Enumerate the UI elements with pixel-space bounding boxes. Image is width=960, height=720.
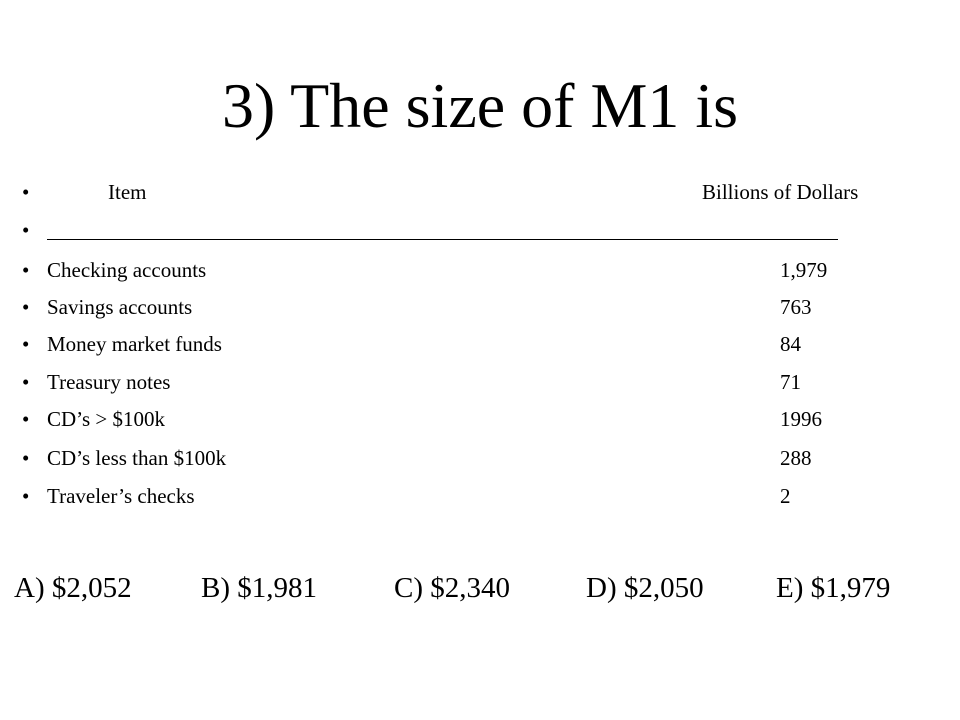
answer-c: C) $2,340	[394, 572, 510, 604]
answer-a: A) $2,052	[14, 572, 132, 604]
header-item: Item	[108, 180, 147, 204]
row-label: CD’s less than $100k	[47, 446, 227, 470]
row-label: Money market funds	[47, 332, 222, 356]
bullet: •	[22, 258, 30, 282]
row-label: Savings accounts	[47, 295, 193, 319]
header-value: Billions of Dollars	[702, 180, 859, 204]
bullet: •	[22, 295, 30, 319]
table-row: • CD’s less than $100k 288	[0, 443, 960, 473]
row-label: Treasury notes	[47, 370, 171, 394]
row-label: Checking accounts	[47, 258, 207, 282]
answer-choices: A) $2,052 B) $1,981 C) $2,340 D) $2,050 …	[0, 568, 960, 608]
table-row: • Traveler’s checks 2	[0, 481, 960, 511]
bullet: •	[22, 218, 30, 242]
answer-d: D) $2,050	[586, 572, 704, 604]
row-label: CD’s > $100k	[47, 407, 166, 431]
row-value: 2	[780, 484, 791, 508]
header-rule	[47, 239, 838, 240]
bullet: •	[22, 407, 30, 431]
row-value: 763	[780, 295, 812, 319]
row-value: 71	[780, 370, 801, 394]
rule-row: •	[0, 215, 960, 245]
table-row: • Savings accounts 763	[0, 292, 960, 322]
table-row: • Treasury notes 71	[0, 367, 960, 397]
bullet: •	[22, 332, 30, 356]
table-header: • Item Billions of Dollars	[0, 177, 960, 207]
bullet: •	[22, 446, 30, 470]
table-row: • CD’s > $100k 1996	[0, 404, 960, 434]
table-row: • Checking accounts 1,979	[0, 255, 960, 285]
row-value: 84	[780, 332, 801, 356]
answer-b: B) $1,981	[201, 572, 317, 604]
slide-title: 3) The size of M1 is	[221, 70, 739, 141]
table-row: • Money market funds 84	[0, 329, 960, 359]
bullet: •	[22, 370, 30, 394]
row-label: Traveler’s checks	[47, 484, 195, 508]
row-value: 1996	[780, 407, 822, 431]
bullet: •	[22, 180, 30, 204]
row-value: 1,979	[780, 258, 828, 282]
bullet: •	[22, 484, 30, 508]
row-value: 288	[780, 446, 812, 470]
answer-e: E) $1,979	[776, 572, 891, 604]
